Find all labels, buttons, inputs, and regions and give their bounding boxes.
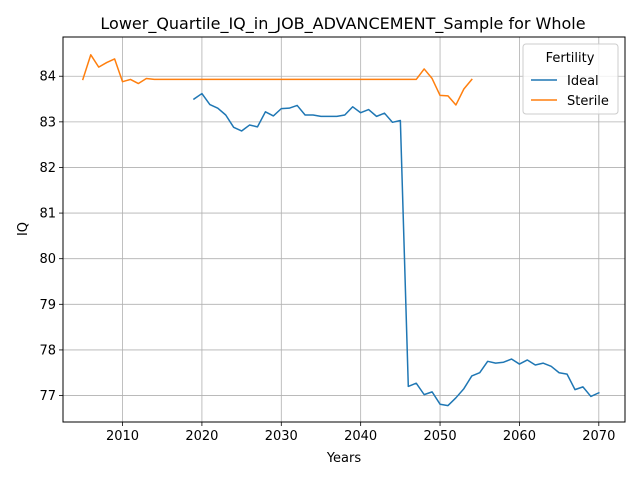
legend: Fertility Ideal Sterile <box>522 43 619 115</box>
legend-label-ideal: Ideal <box>567 74 599 89</box>
chart-title: Lower_Quartile_IQ_in_JOB_ADVANCEMENT_Sam… <box>100 14 585 34</box>
x-tick-label: 2050 <box>424 429 457 444</box>
y-tick-label: 84 <box>39 70 56 85</box>
x-tick-label: 2040 <box>344 429 377 444</box>
y-axis: 77 78 79 80 81 82 83 84 <box>39 70 63 404</box>
y-axis-label: IQ <box>16 222 31 236</box>
legend-title: Fertility <box>546 51 595 66</box>
plot-frame <box>62 36 626 423</box>
series-layer <box>81 54 600 407</box>
series-line-ideal <box>192 92 600 407</box>
y-tick-label: 80 <box>39 252 56 267</box>
series-line-sterile <box>81 54 473 106</box>
gridlines <box>63 37 625 422</box>
x-tick-label: 2020 <box>185 429 218 444</box>
y-tick-label: 83 <box>39 115 56 130</box>
y-tick-label: 82 <box>39 161 56 176</box>
x-tick-label: 2030 <box>265 429 298 444</box>
x-axis: 2010 2020 2030 2040 2050 2060 2070 <box>106 422 615 444</box>
y-tick-label: 79 <box>39 298 56 313</box>
legend-box <box>522 43 619 115</box>
y-tick-label: 78 <box>39 343 56 358</box>
x-axis-label: Years <box>326 451 362 466</box>
x-tick-label: 2070 <box>582 429 615 444</box>
y-tick-label: 77 <box>39 389 56 404</box>
legend-label-sterile: Sterile <box>567 94 609 109</box>
x-tick-label: 2010 <box>106 429 139 444</box>
y-tick-label: 81 <box>39 207 56 222</box>
x-tick-label: 2060 <box>503 429 536 444</box>
